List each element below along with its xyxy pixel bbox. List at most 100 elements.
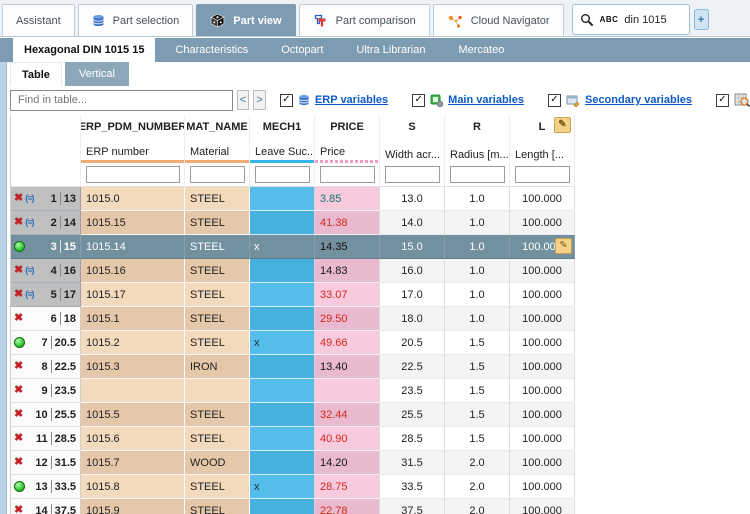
- cell-radius[interactable]: 2.0: [445, 451, 510, 475]
- cell-mech1[interactable]: [250, 211, 315, 235]
- cell-material[interactable]: STEEL: [185, 475, 250, 499]
- column-filter-input-r[interactable]: [449, 166, 505, 183]
- cell-width-across-flats[interactable]: 28.5: [380, 427, 445, 451]
- cell-radius[interactable]: 1.0: [445, 307, 510, 331]
- cell-radius[interactable]: 1.5: [445, 403, 510, 427]
- cell-erp-number[interactable]: 1015.17: [81, 283, 185, 307]
- cell-mech1[interactable]: [250, 403, 315, 427]
- column-filter-input-mat[interactable]: [189, 166, 245, 183]
- cell-material[interactable]: STEEL: [185, 259, 250, 283]
- row-header[interactable]: ✖ 11 28.5: [11, 427, 81, 451]
- row-header[interactable]: ✖ 6 18: [11, 307, 81, 331]
- cell-radius[interactable]: 1.5: [445, 331, 510, 355]
- cell-mech1[interactable]: [250, 499, 315, 514]
- cell-erp-number[interactable]: 1015.5: [81, 403, 185, 427]
- cell-length[interactable]: 100.000: [510, 379, 575, 403]
- tab-cloud-navigator[interactable]: Cloud Navigator: [432, 4, 564, 36]
- cell-length[interactable]: 100.000: [510, 475, 575, 499]
- add-search-tab-button[interactable]: +: [693, 9, 709, 30]
- cell-width-across-flats[interactable]: 17.0: [380, 283, 445, 307]
- find-next-button[interactable]: >: [253, 90, 266, 110]
- abc-search-mode-icon[interactable]: ABC: [599, 15, 619, 24]
- cell-material[interactable]: STEEL: [185, 235, 250, 259]
- edit-value-button[interactable]: ✎: [555, 238, 572, 254]
- cell-length[interactable]: 100.000: [510, 187, 575, 211]
- cell-width-across-flats[interactable]: 33.5: [380, 475, 445, 499]
- cell-width-across-flats[interactable]: 15.0: [380, 235, 445, 259]
- row-header[interactable]: ✖ 14 37.5: [11, 499, 81, 514]
- cell-material[interactable]: STEEL: [185, 331, 250, 355]
- cell-erp-number[interactable]: 1015.8: [81, 475, 185, 499]
- cell-width-across-flats[interactable]: 14.0: [380, 211, 445, 235]
- cell-width-across-flats[interactable]: 18.0: [380, 307, 445, 331]
- row-header[interactable]: ✖ 12 31.5: [11, 451, 81, 475]
- cell-width-across-flats[interactable]: 23.5: [380, 379, 445, 403]
- cell-length[interactable]: 100.000: [510, 403, 575, 427]
- cell-price[interactable]: 14.35: [315, 235, 380, 259]
- cell-material[interactable]: IRON: [185, 355, 250, 379]
- cell-radius[interactable]: 2.0: [445, 475, 510, 499]
- cell-erp-number[interactable]: 1015.9: [81, 499, 185, 514]
- cell-material[interactable]: STEEL: [185, 499, 250, 514]
- cell-price[interactable]: 29.50: [315, 307, 380, 331]
- search-query-text[interactable]: din 1015: [624, 13, 667, 26]
- column-filter-input-price[interactable]: [319, 166, 375, 183]
- cell-erp-number[interactable]: 1015.1: [81, 307, 185, 331]
- cell-mech1[interactable]: [250, 451, 315, 475]
- edit-column-button[interactable]: ✎: [554, 117, 571, 133]
- tab-part-comparison[interactable]: Part comparison: [298, 4, 430, 36]
- column-filter-input-l[interactable]: [514, 166, 570, 183]
- cell-erp-number[interactable]: [81, 379, 185, 403]
- cell-erp-number[interactable]: 1015.0: [81, 187, 185, 211]
- cell-radius[interactable]: 1.0: [445, 235, 510, 259]
- column-header-mech[interactable]: MECH1: [250, 115, 315, 139]
- main-variables-checkbox[interactable]: ✓: [412, 93, 426, 107]
- cell-length[interactable]: 100.000: [510, 307, 575, 331]
- cell-width-across-flats[interactable]: 16.0: [380, 259, 445, 283]
- cell-price[interactable]: 49.66: [315, 331, 380, 355]
- cell-erp-number[interactable]: 1015.6: [81, 427, 185, 451]
- row-header[interactable]: 3 15: [11, 235, 81, 259]
- row-header[interactable]: ✖ (≡) 2 14: [11, 211, 81, 235]
- cell-radius[interactable]: 1.0: [445, 283, 510, 307]
- cell-material[interactable]: WOOD: [185, 451, 250, 475]
- tab-octopart[interactable]: Octopart: [281, 44, 324, 56]
- cell-material[interactable]: STEEL: [185, 427, 250, 451]
- tab-part-view[interactable]: Part view: [196, 4, 296, 36]
- find-in-table-input[interactable]: [10, 89, 233, 111]
- cell-material[interactable]: STEEL: [185, 283, 250, 307]
- tab-vertical-view[interactable]: Vertical: [64, 62, 129, 86]
- cell-mech1[interactable]: [250, 259, 315, 283]
- preview-checkbox[interactable]: ✓: [716, 93, 729, 107]
- cell-price[interactable]: 14.20: [315, 451, 380, 475]
- cell-price[interactable]: 40.90: [315, 427, 380, 451]
- tab-characteristics[interactable]: Characteristics: [175, 44, 249, 56]
- cell-price[interactable]: 22.78: [315, 499, 380, 514]
- cell-length[interactable]: 100.000: [510, 259, 575, 283]
- column-header-erp[interactable]: ERP_PDM_NUMBER: [81, 115, 185, 139]
- cell-length[interactable]: 100.000: [510, 331, 575, 355]
- cell-radius[interactable]: 1.0: [445, 187, 510, 211]
- find-previous-button[interactable]: <: [236, 90, 250, 110]
- row-header[interactable]: 7 20.5: [11, 331, 81, 355]
- collapsed-side-panel[interactable]: [0, 62, 7, 514]
- cell-mech1[interactable]: x: [250, 475, 315, 499]
- cell-width-across-flats[interactable]: 37.5: [380, 499, 445, 514]
- cell-material[interactable]: STEEL: [185, 307, 250, 331]
- cell-price[interactable]: 14.83: [315, 259, 380, 283]
- cell-length[interactable]: 100.000: [510, 451, 575, 475]
- cell-mech1[interactable]: x: [250, 235, 315, 259]
- row-header[interactable]: ✖ 8 22.5: [11, 355, 81, 379]
- row-header[interactable]: ✖ (≡) 4 16: [11, 259, 81, 283]
- erp-variables-link[interactable]: ERP variables: [314, 94, 389, 106]
- cell-price[interactable]: 32.44: [315, 403, 380, 427]
- cell-price[interactable]: 28.75: [315, 475, 380, 499]
- column-filter-input-s[interactable]: [384, 166, 440, 183]
- cell-mech1[interactable]: [250, 307, 315, 331]
- cell-radius[interactable]: 1.5: [445, 355, 510, 379]
- row-header[interactable]: 13 33.5: [11, 475, 81, 499]
- column-header-s[interactable]: S: [380, 115, 445, 139]
- cell-width-across-flats[interactable]: 22.5: [380, 355, 445, 379]
- tab-part-selection[interactable]: Part selection: [77, 4, 194, 36]
- cell-mech1[interactable]: [250, 355, 315, 379]
